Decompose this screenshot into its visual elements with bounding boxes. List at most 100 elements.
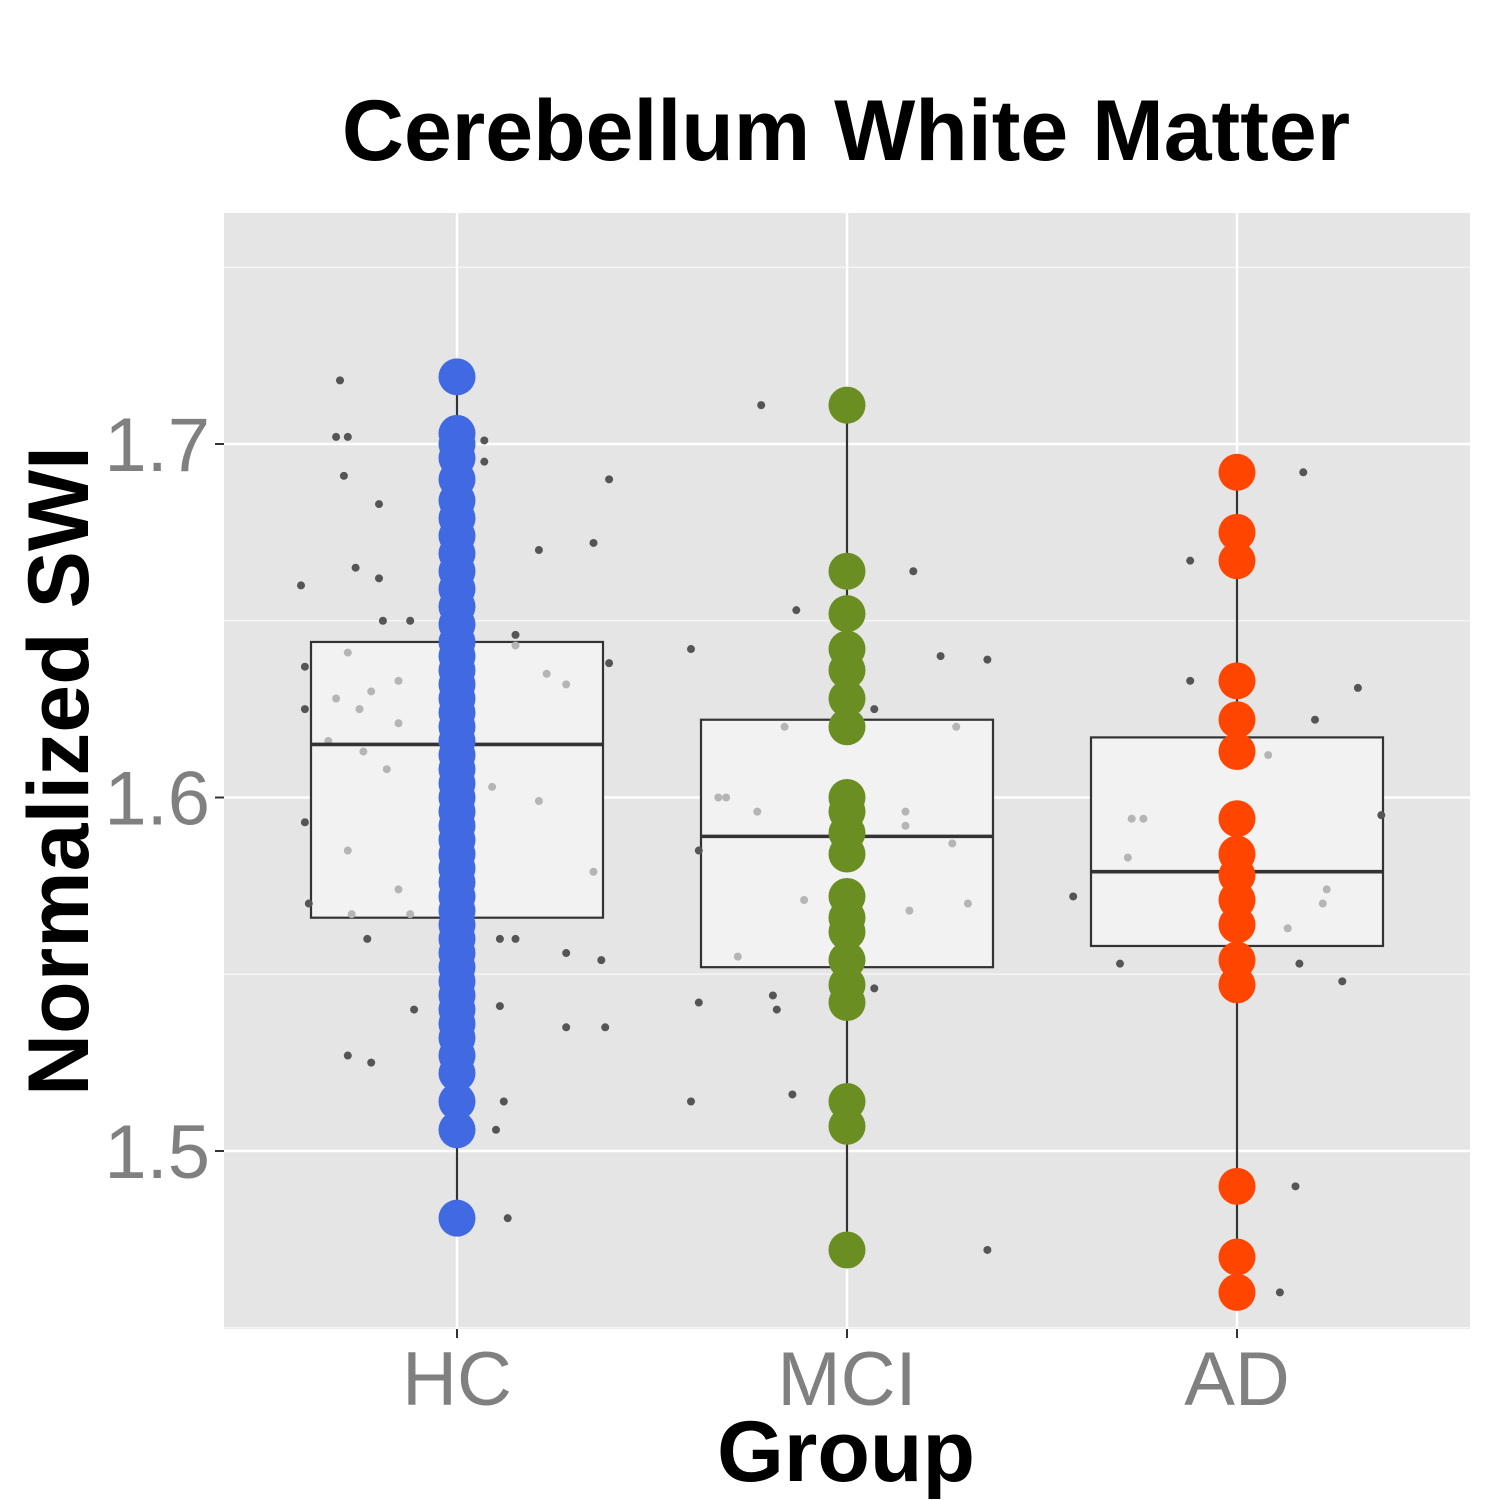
jitter-point	[511, 630, 520, 639]
jitter-point	[757, 401, 766, 410]
jitter-point	[495, 1002, 504, 1011]
jitter-point	[870, 984, 879, 993]
jitter-point	[694, 998, 703, 1007]
y-axis-title: Normalized SWI	[11, 446, 107, 1096]
jitter-point	[694, 846, 703, 855]
data-point-hc	[438, 1111, 476, 1149]
data-point-ad	[1218, 542, 1256, 580]
jitter-point	[714, 793, 723, 802]
x-axis-title: Group	[717, 1404, 975, 1500]
jitter-point	[542, 669, 551, 678]
jitter-point	[300, 818, 309, 827]
jitter-point	[780, 722, 789, 731]
jitter-point	[375, 574, 383, 583]
data-point-mci	[828, 386, 866, 424]
jitter-point	[605, 659, 614, 668]
y-tick-label: 1.7	[104, 403, 210, 488]
data-point-ad	[1218, 733, 1256, 771]
jitter-point	[687, 645, 695, 654]
jitter-point	[363, 934, 372, 943]
jitter-point	[339, 471, 348, 480]
jitter-point	[1283, 924, 1292, 933]
data-point-hc	[438, 1083, 476, 1121]
jitter-point	[905, 906, 914, 915]
data-point-mci	[828, 913, 866, 951]
jitter-point	[300, 705, 309, 714]
jitter-point	[1186, 676, 1195, 685]
jitter-point	[336, 376, 344, 385]
y-tick-label: 1.6	[104, 757, 210, 842]
data-point-hc	[438, 1199, 476, 1237]
jitter-point	[901, 807, 910, 816]
jitter-point	[1377, 811, 1386, 820]
jitter-point	[503, 1214, 512, 1223]
data-point-hc	[438, 1054, 476, 1092]
jitter-point	[480, 436, 489, 445]
jitter-point	[589, 867, 598, 876]
data-point-ad	[1218, 966, 1256, 1004]
data-point-ad	[1218, 1273, 1256, 1311]
x-tick-label: MCI	[777, 1337, 916, 1422]
jitter-point	[343, 846, 352, 855]
jitter-point	[1353, 683, 1362, 692]
jitter-point	[394, 676, 403, 685]
jitter-point	[511, 641, 520, 650]
jitter-point	[367, 687, 376, 696]
data-point-ad	[1218, 1238, 1256, 1276]
data-point-ad	[1218, 662, 1256, 700]
data-point-mci	[828, 835, 866, 873]
jitter-point	[983, 1245, 992, 1254]
jitter-point	[589, 538, 598, 547]
jitter-point	[534, 546, 543, 555]
jitter-point	[870, 705, 879, 714]
data-point-mci	[828, 552, 866, 590]
jitter-point	[1264, 751, 1273, 760]
jitter-point	[332, 694, 341, 703]
data-point-hc	[438, 358, 476, 396]
jitter-point	[488, 782, 497, 791]
jitter-point	[562, 1023, 571, 1032]
jitter-point	[378, 616, 387, 625]
data-point-ad	[1218, 513, 1256, 551]
jitter-point	[1127, 814, 1136, 823]
data-point-mci	[828, 651, 866, 689]
jitter-point	[511, 934, 520, 943]
jitter-point	[375, 500, 383, 509]
jitter-point	[605, 475, 614, 484]
jitter-point	[562, 949, 571, 958]
jitter-point	[495, 934, 504, 943]
jitter-point	[1275, 1288, 1284, 1297]
jitter-point	[597, 956, 606, 965]
jitter-point	[1139, 814, 1148, 823]
data-point-ad	[1218, 1167, 1256, 1205]
x-tick-label: AD	[1184, 1337, 1290, 1422]
jitter-point	[948, 839, 957, 848]
jitter-point	[1295, 959, 1304, 968]
jitter-point	[367, 1058, 376, 1067]
jitter-point	[909, 567, 918, 576]
plot-panel	[224, 213, 1470, 1329]
data-point-ad	[1218, 701, 1256, 739]
jitter-point	[1116, 959, 1124, 968]
jitter-point	[347, 910, 356, 919]
jitter-point	[534, 797, 543, 806]
jitter-point	[1291, 1182, 1300, 1191]
data-point-mci	[828, 595, 866, 633]
jitter-point	[722, 793, 731, 802]
jitter-point	[753, 807, 762, 816]
jitter-point	[772, 1005, 781, 1014]
data-point-mci	[828, 984, 866, 1022]
jitter-point	[768, 991, 777, 1000]
jitter-point	[343, 648, 352, 657]
data-point-ad	[1218, 906, 1256, 944]
jitter-point	[800, 896, 809, 905]
data-point-mci	[828, 1107, 866, 1145]
data-point-mci	[828, 1231, 866, 1269]
jitter-point	[1123, 853, 1132, 862]
jitter-point	[355, 705, 364, 714]
chart-title: Cerebellum White Matter	[342, 83, 1350, 179]
jitter-point	[492, 1125, 500, 1134]
jitter-point	[382, 765, 391, 774]
jitter-point	[300, 662, 309, 671]
jitter-point	[410, 1005, 419, 1014]
